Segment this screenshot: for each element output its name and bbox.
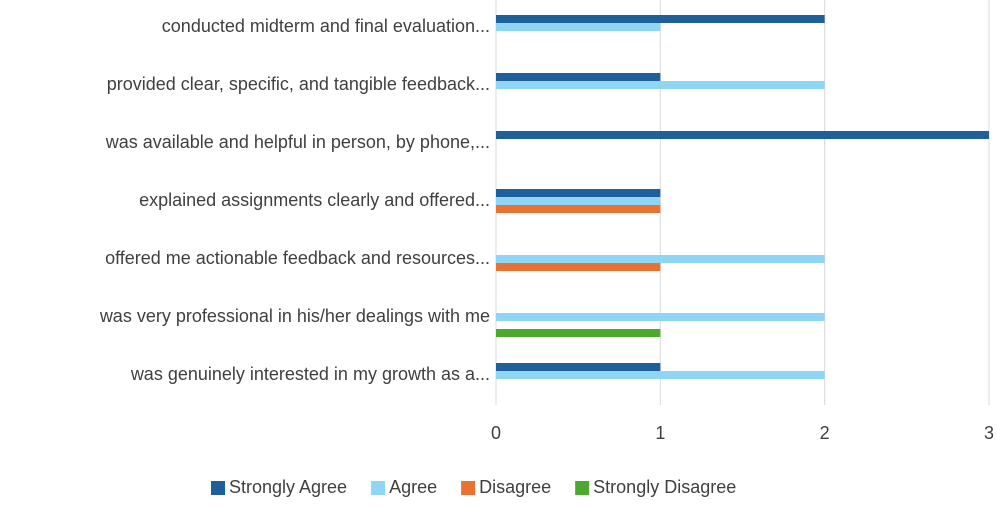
bar <box>496 81 825 89</box>
bar <box>496 23 661 31</box>
legend-swatch <box>211 481 225 495</box>
bar <box>496 189 661 197</box>
legend-swatch <box>575 481 590 495</box>
x-tick-label: 1 <box>655 423 665 443</box>
bar <box>496 73 661 81</box>
y-tick-label: was available and helpful in person, by … <box>105 132 490 152</box>
y-tick-label: was genuinely interested in my growth as… <box>130 364 490 384</box>
bar <box>496 255 825 263</box>
legend-swatch <box>461 481 476 495</box>
y-tick-label: provided clear, specific, and tangible f… <box>107 74 490 94</box>
y-tick-label: explained assignments clearly and offere… <box>139 190 490 210</box>
bar <box>496 197 661 205</box>
bar <box>496 15 825 23</box>
legend-swatch <box>371 481 386 495</box>
bar <box>496 205 661 213</box>
bar <box>496 131 989 139</box>
bar <box>496 363 661 371</box>
bar <box>496 263 661 271</box>
x-tick-label: 3 <box>984 423 994 443</box>
y-tick-label: was very professional in his/her dealing… <box>99 306 490 326</box>
x-tick-label: 0 <box>491 423 501 443</box>
legend-label: Strongly Agree <box>229 477 347 497</box>
x-tick-label: 2 <box>820 423 830 443</box>
bar <box>496 313 825 321</box>
legend-label: Strongly Disagree <box>593 477 736 497</box>
legend-label: Disagree <box>479 477 551 497</box>
y-tick-label: offered me actionable feedback and resou… <box>105 248 490 268</box>
y-tick-label: conducted midterm and final evaluation..… <box>162 16 490 36</box>
legend-label: Agree <box>389 477 437 497</box>
bar <box>496 329 661 337</box>
bar <box>496 371 825 379</box>
